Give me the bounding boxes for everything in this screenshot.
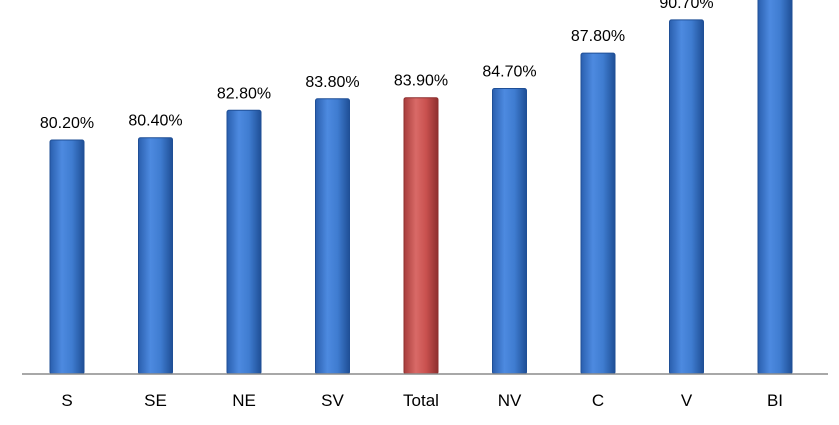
bar-se [138,137,173,375]
value-label-sv: 83.80% [305,74,359,91]
x-tick-label-c: C [592,391,604,410]
bar-ne [226,109,262,375]
value-label-ne: 82.80% [217,85,271,102]
value-label-s: 80.20% [40,115,94,132]
x-tick-label-se: SE [144,391,167,410]
value-label-c: 87.80% [571,28,625,45]
value-labels-group: 80.20% 80.40% 82.80% 83.80% 83.90% 84.70% 87.8… [40,0,714,132]
bar-total [403,97,439,375]
bar-bi [757,0,793,375]
value-label-total: 83.90% [394,73,448,90]
x-tick-label-nv: NV [498,391,522,410]
x-tick-label-bi: BI [767,391,783,410]
bar-nv [492,88,527,375]
bar-v [669,19,704,375]
value-label-v: 90.70% [659,0,713,12]
bar-sv [315,98,350,375]
value-label-nv: 84.70% [482,64,536,81]
x-tick-label-ne: NE [232,391,256,410]
x-tick-label-s: S [61,391,72,410]
x-tick-label-v: V [681,391,693,410]
value-label-se: 80.40% [128,113,182,130]
x-tick-labels-group: S SE NE SV Total NV C V BI [61,391,783,410]
bar-s [49,139,85,375]
x-tick-label-total: Total [403,391,439,410]
bar-c [580,52,616,375]
x-tick-label-sv: SV [321,391,344,410]
bars-group [49,0,793,375]
